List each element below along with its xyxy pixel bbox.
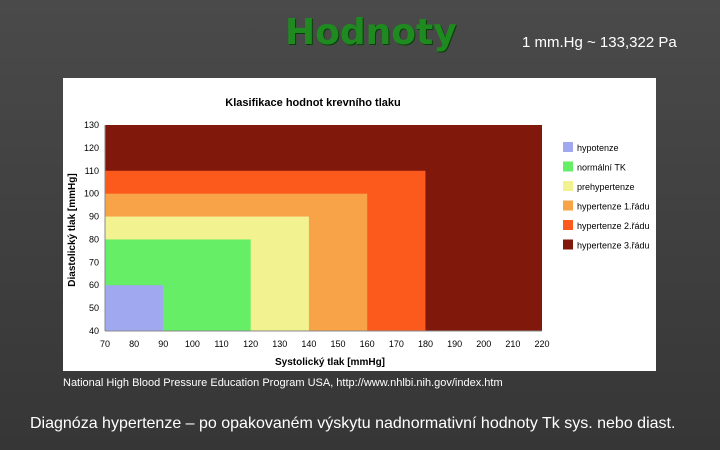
y-tick-label: 130 bbox=[84, 120, 99, 130]
legend-swatch bbox=[563, 181, 573, 191]
bp-classification-chart: Klasifikace hodnot krevního tlaku 70 80 90… bbox=[67, 97, 650, 368]
x-tick-label: 180 bbox=[418, 339, 433, 349]
diagnosis-note: Diagnóza hypertenze – po opakovaném výsk… bbox=[30, 415, 676, 432]
x-tick-label: 110 bbox=[214, 339, 228, 349]
x-tick-label: 80 bbox=[129, 339, 139, 349]
y-tick-label: 90 bbox=[89, 212, 99, 222]
x-tick-label: 140 bbox=[301, 339, 316, 349]
legend-label: hypertenze 3.řádu bbox=[577, 241, 650, 251]
x-tick-label: 170 bbox=[389, 339, 404, 349]
x-tick-label: 70 bbox=[100, 339, 110, 349]
legend-label: hypotenze bbox=[577, 143, 619, 153]
y-tick-label: 60 bbox=[89, 280, 99, 290]
x-tick-label: 210 bbox=[505, 339, 520, 349]
x-tick-label: 90 bbox=[158, 339, 168, 349]
legend-label: prehypertenze bbox=[577, 182, 635, 192]
x-tick-label: 220 bbox=[534, 339, 549, 349]
x-tick-label: 120 bbox=[243, 339, 258, 349]
legend-swatch bbox=[563, 239, 573, 250]
x-tick-label: 150 bbox=[331, 339, 346, 349]
y-tick-label: 50 bbox=[89, 303, 99, 313]
x-tick-label: 130 bbox=[272, 339, 287, 349]
legend-swatch bbox=[563, 161, 573, 172]
y-tick-label: 80 bbox=[89, 234, 99, 244]
legend-swatch bbox=[563, 142, 573, 152]
x-tick-label: 200 bbox=[476, 339, 491, 349]
slide-title: Hodnoty bbox=[285, 12, 457, 53]
y-tick-label: 110 bbox=[85, 166, 99, 176]
y-axis-label: Diastolický tlak [mmHg] bbox=[67, 173, 78, 286]
y-tick-label: 40 bbox=[89, 326, 99, 336]
x-tick-label: 100 bbox=[185, 339, 200, 349]
unit-conversion-note: 1 mm.Hg ~ 133,322 Pa bbox=[522, 34, 677, 51]
legend-swatch bbox=[563, 200, 573, 211]
y-tick-label: 100 bbox=[84, 189, 99, 199]
legend-swatch bbox=[563, 220, 573, 230]
chart-panel: Klasifikace hodnot krevního tlaku 70 80 90… bbox=[63, 78, 656, 371]
legend-label: normální TK bbox=[577, 163, 626, 173]
x-tick-label: 160 bbox=[360, 339, 375, 349]
x-tick-label: 190 bbox=[447, 339, 462, 349]
zone-hypotenze bbox=[105, 285, 164, 331]
source-note: National High Blood Pressure Education P… bbox=[63, 377, 503, 389]
legend-label: hypertenze 1.řádu bbox=[577, 202, 650, 212]
chart-title: Klasifikace hodnot krevního tlaku bbox=[225, 97, 400, 109]
y-tick-label: 120 bbox=[84, 143, 99, 153]
y-tick-label: 70 bbox=[89, 257, 99, 267]
legend-label: hypertenze 2.řádu bbox=[577, 221, 650, 231]
x-axis-label: Systolický tlak [mmHg] bbox=[275, 357, 385, 368]
